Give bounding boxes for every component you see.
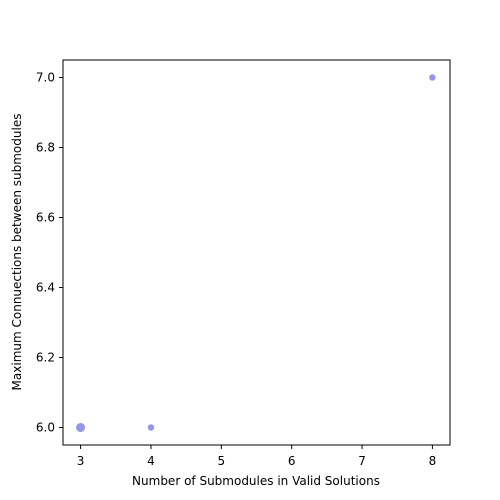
- data-points: [76, 74, 436, 433]
- y-tick-label: 6.6: [36, 211, 55, 225]
- y-axis-ticks: 6.0 6.2 6.4 6.6 6.8 7.0: [36, 71, 63, 435]
- plot-area-frame: [62, 59, 451, 446]
- x-tick-label: 6: [288, 454, 296, 468]
- y-tick-label: 7.0: [36, 71, 55, 85]
- x-axis-ticks: 3 4 5 6 7 8: [77, 445, 436, 468]
- x-tick-label: 7: [358, 454, 366, 468]
- x-axis-label: Number of Submodules in Valid Solutions: [132, 474, 380, 488]
- y-tick-label: 6.4: [36, 281, 55, 295]
- scatter-point: [147, 424, 155, 431]
- y-tick-label: 6.0: [36, 421, 55, 435]
- scatter-point: [76, 422, 86, 433]
- x-tick-label: 5: [217, 454, 225, 468]
- x-tick-label: 8: [429, 454, 437, 468]
- y-tick-label: 6.8: [36, 141, 55, 155]
- y-tick-label: 6.2: [36, 351, 55, 365]
- y-axis-label: Maximum Connuections between submodules: [10, 114, 24, 391]
- scatter-point: [429, 74, 436, 81]
- x-tick-label: 4: [147, 454, 155, 468]
- x-tick-label: 3: [77, 454, 85, 468]
